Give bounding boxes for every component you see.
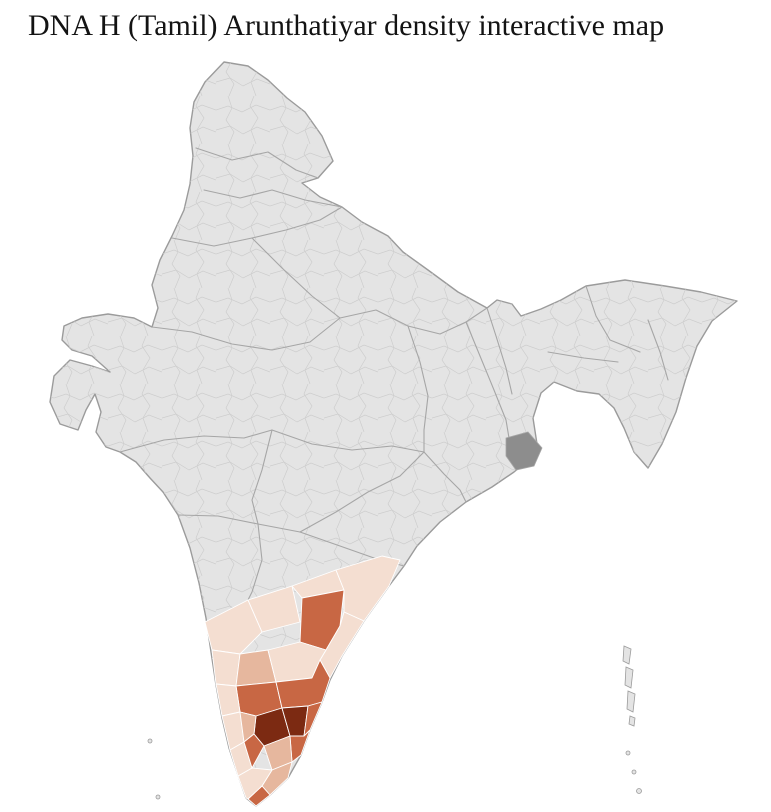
state-border-line [486, 307, 513, 395]
state-border-line [203, 189, 343, 208]
state-border-line [251, 429, 273, 525]
nicobar-island-2[interactable] [631, 769, 637, 775]
andaman-island-2[interactable] [624, 666, 634, 689]
state-border-line [171, 206, 343, 247]
islands [147, 645, 642, 800]
state-border-line [271, 429, 425, 453]
district-ka-low-1[interactable] [211, 649, 241, 687]
district-kl-south-medium[interactable] [243, 733, 265, 769]
state-border-line [585, 285, 641, 353]
state-border-line [195, 147, 319, 179]
andaman-island-1[interactable] [622, 645, 632, 665]
state-border-line [247, 523, 263, 601]
andaman-island-4[interactable] [628, 715, 636, 727]
state-border-line [151, 317, 341, 351]
state-border-line [647, 319, 669, 381]
lakshadweep-island-1[interactable] [147, 738, 153, 744]
choropleth-districts [204, 555, 401, 807]
page-title: DNA H (Tamil) Arunthatiyar density inter… [28, 9, 665, 42]
district-ap-low-4[interactable] [335, 555, 401, 622]
andaman-island-3[interactable] [626, 690, 636, 713]
nicobar-island-3[interactable] [636, 788, 642, 794]
state-border-line [547, 351, 619, 363]
district-ap-low-1[interactable] [204, 599, 263, 655]
state-border-line [299, 451, 425, 533]
district-east-dark-gray[interactable] [505, 431, 543, 471]
nicobar-island-1[interactable] [625, 750, 631, 756]
district-ap-low-2[interactable] [247, 585, 301, 633]
lakshadweep-island-2[interactable] [155, 794, 161, 800]
state-border-line [407, 325, 429, 453]
state-border-line [119, 429, 273, 453]
state-border-line [423, 451, 467, 503]
district-kl-low-1[interactable] [215, 683, 241, 717]
state-border-line [339, 307, 488, 335]
state-border-line [465, 321, 511, 445]
state-border-line [251, 237, 341, 319]
state-borders [119, 147, 669, 601]
